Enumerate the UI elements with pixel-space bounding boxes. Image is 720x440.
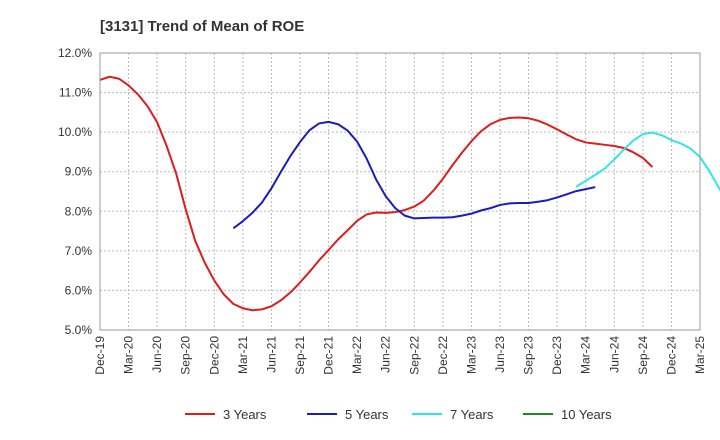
x-tick-label: Dec-19: [93, 336, 107, 375]
x-tick-label: Sep-24: [636, 336, 650, 375]
x-tick-label: Mar-24: [579, 336, 593, 374]
y-tick-label: 10.0%: [58, 125, 92, 139]
x-tick-label: Sep-21: [293, 336, 307, 375]
legend: 3 Years 5 Years 7 Years 10 Years: [185, 407, 612, 422]
grid: [99, 52, 701, 331]
x-tick-label: Jun-23: [493, 336, 507, 373]
x-tick-label: Mar-22: [350, 336, 364, 374]
legend-label-3-years: 3 Years: [223, 407, 267, 422]
x-tick-label: Jun-21: [264, 336, 278, 373]
x-tick-label: Sep-22: [407, 336, 421, 375]
x-tick-label: Dec-24: [664, 336, 678, 375]
x-tick-label: Dec-23: [550, 336, 564, 375]
series-line-7-years: [575, 131, 720, 192]
y-tick-label: 12.0%: [58, 46, 92, 60]
x-tick-label: Sep-20: [179, 336, 193, 375]
x-tick-label: Mar-20: [122, 336, 136, 374]
series-line-3-years: [99, 75, 654, 312]
x-axis-ticks: Dec-19 Mar-20 Jun-20 Sep-20 Dec-20 Mar-21 Jun-…: [93, 336, 707, 375]
chart-title: [3131] Trend of Mean of ROE: [100, 18, 304, 35]
legend-label-7-years: 7 Years: [450, 407, 494, 422]
x-tick-label: Mar-21: [236, 336, 250, 374]
y-tick-label: 5.0%: [65, 323, 93, 337]
series-lines: [99, 75, 720, 312]
x-tick-label: Dec-21: [322, 336, 336, 375]
x-tick-label: Sep-23: [522, 336, 536, 375]
legend-label-10-years: 10 Years: [561, 407, 612, 422]
y-tick-label: 6.0%: [65, 283, 93, 297]
y-axis-ticks: 5.0% 6.0% 7.0% 8.0% 9.0% 10.0% 11.0% 12.0%: [58, 46, 92, 337]
legend-label-5-years: 5 Years: [345, 407, 389, 422]
x-tick-label: Dec-20: [207, 336, 221, 375]
plot-frame: [99, 52, 701, 331]
x-tick-label: Jun-22: [379, 336, 393, 373]
x-tick-label: Dec-22: [436, 336, 450, 375]
x-tick-label: Jun-24: [607, 336, 621, 373]
y-tick-label: 11.0%: [59, 86, 92, 100]
y-tick-label: 8.0%: [65, 204, 93, 218]
x-tick-label: Mar-25: [693, 336, 707, 374]
y-tick-label: 9.0%: [65, 165, 93, 179]
x-tick-label: Jun-20: [150, 336, 164, 373]
y-tick-label: 7.0%: [65, 244, 93, 258]
series-line-5-years: [232, 120, 596, 230]
x-tick-label: Mar-23: [464, 336, 478, 374]
